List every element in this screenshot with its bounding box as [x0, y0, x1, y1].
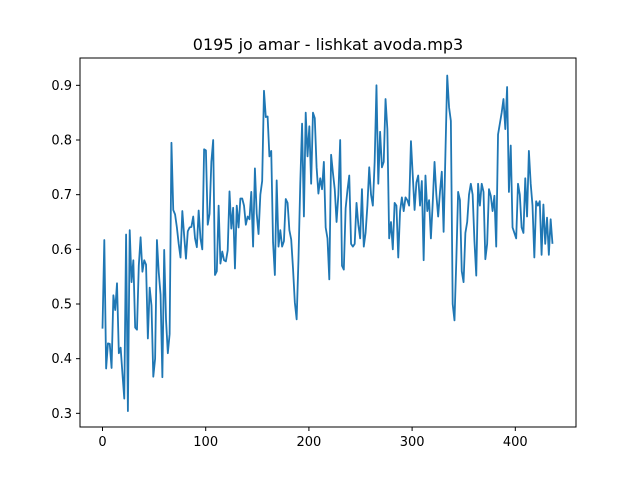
chart-title: 0195 jo amar - lishkat avoda.mp3 [193, 35, 463, 54]
x-tick-label: 200 [296, 435, 321, 450]
x-tick-label: 100 [193, 435, 218, 450]
y-tick-label: 0.8 [51, 134, 72, 149]
series-line-0 [101, 74, 554, 413]
axes-frame [79, 57, 577, 428]
x-tick-label: 300 [400, 435, 425, 450]
y-axis: 0.3 0.4 0.5 0.6 0.7 0.8 0.9 [51, 79, 80, 422]
y-tick-label: 0.9 [51, 79, 72, 94]
x-tick-label: 0 [98, 435, 106, 450]
y-tick-label: 0.6 [51, 243, 72, 258]
x-tick-label: 400 [503, 435, 528, 450]
x-axis: 0 100 200 300 400 [98, 427, 528, 450]
y-tick-label: 0.5 [51, 298, 72, 313]
y-tick-label: 0.3 [51, 407, 72, 422]
y-tick-label: 0.4 [51, 352, 72, 367]
y-tick-label: 0.7 [51, 188, 72, 203]
plot-area [101, 74, 554, 413]
